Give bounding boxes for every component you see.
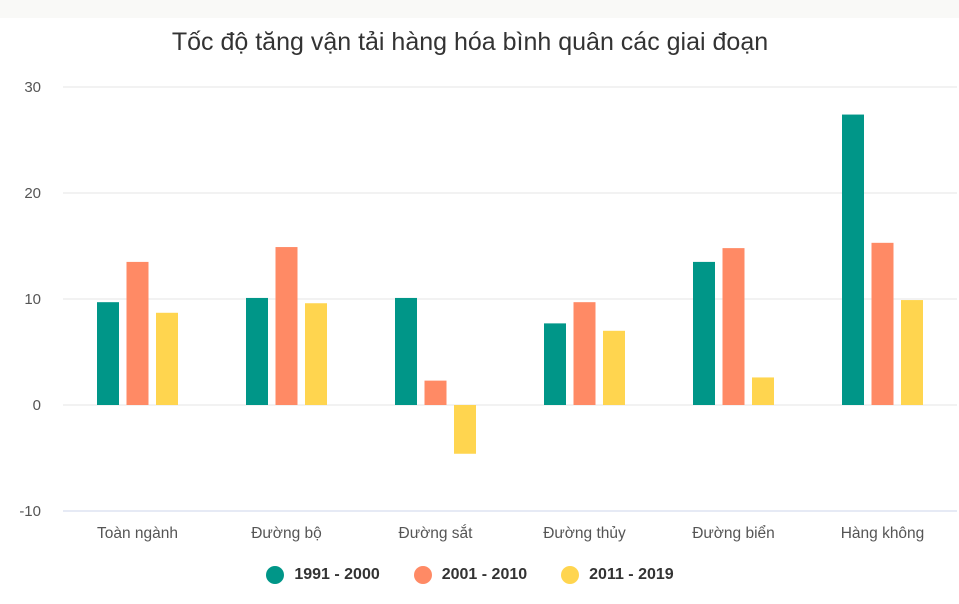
bar-1-3	[573, 302, 596, 405]
bar-1-4	[722, 248, 745, 405]
bar-0-1	[246, 297, 268, 405]
bar-2-3	[603, 330, 625, 405]
y-tick-label: 30	[24, 79, 41, 96]
bar-0-3	[544, 323, 566, 405]
bar-0-4	[693, 261, 715, 405]
bar-1-2	[424, 380, 447, 405]
legend-label-series-2: 2011 - 2019	[589, 566, 674, 583]
x-tick-label: Đường sắt	[399, 525, 474, 542]
bar-1-0	[126, 261, 149, 405]
bar-1-1	[275, 247, 298, 405]
bar-2-4	[752, 377, 774, 405]
top-strip	[0, 0, 959, 18]
legend-swatch-series-0	[266, 566, 285, 584]
x-tick-label: Hàng không	[841, 525, 925, 542]
bar-1-5	[871, 242, 894, 405]
legend-label-series-1: 2001 - 2010	[441, 566, 528, 583]
legend-label-series-0: 1991 - 2000	[294, 566, 380, 583]
y-tick-label: 20	[24, 185, 41, 202]
x-tick-label: Đường thủy	[543, 525, 626, 542]
y-tick-label: 10	[24, 291, 41, 308]
y-tick-label: -10	[19, 503, 41, 520]
bar-0-0	[97, 302, 119, 405]
y-tick-label: 0	[33, 397, 41, 414]
bar-2-1	[305, 303, 327, 405]
legend-item-series-0[interactable]: 1991 - 2000	[266, 566, 380, 584]
legend-item-series-2[interactable]: 2011 - 2019	[561, 566, 674, 584]
bar-2-0	[156, 312, 178, 405]
legend: 1991 - 2000 2001 - 2010 2011 - 2019	[0, 566, 940, 584]
legend-item-series-1[interactable]: 2001 - 2010	[413, 566, 528, 584]
x-tick-label: Đường biển	[692, 525, 775, 542]
bar-0-2	[395, 297, 417, 405]
legend-swatch-series-1	[413, 566, 432, 584]
x-tick-label: Toàn ngành	[97, 525, 178, 542]
chart-title: Tốc độ tăng vận tải hàng hóa bình quân c…	[171, 28, 769, 56]
x-tick-label: Đường bộ	[251, 525, 322, 542]
bar-2-2	[454, 405, 476, 454]
bar-0-5	[842, 114, 864, 405]
legend-swatch-series-2	[561, 566, 580, 584]
bar-2-5	[901, 300, 923, 405]
